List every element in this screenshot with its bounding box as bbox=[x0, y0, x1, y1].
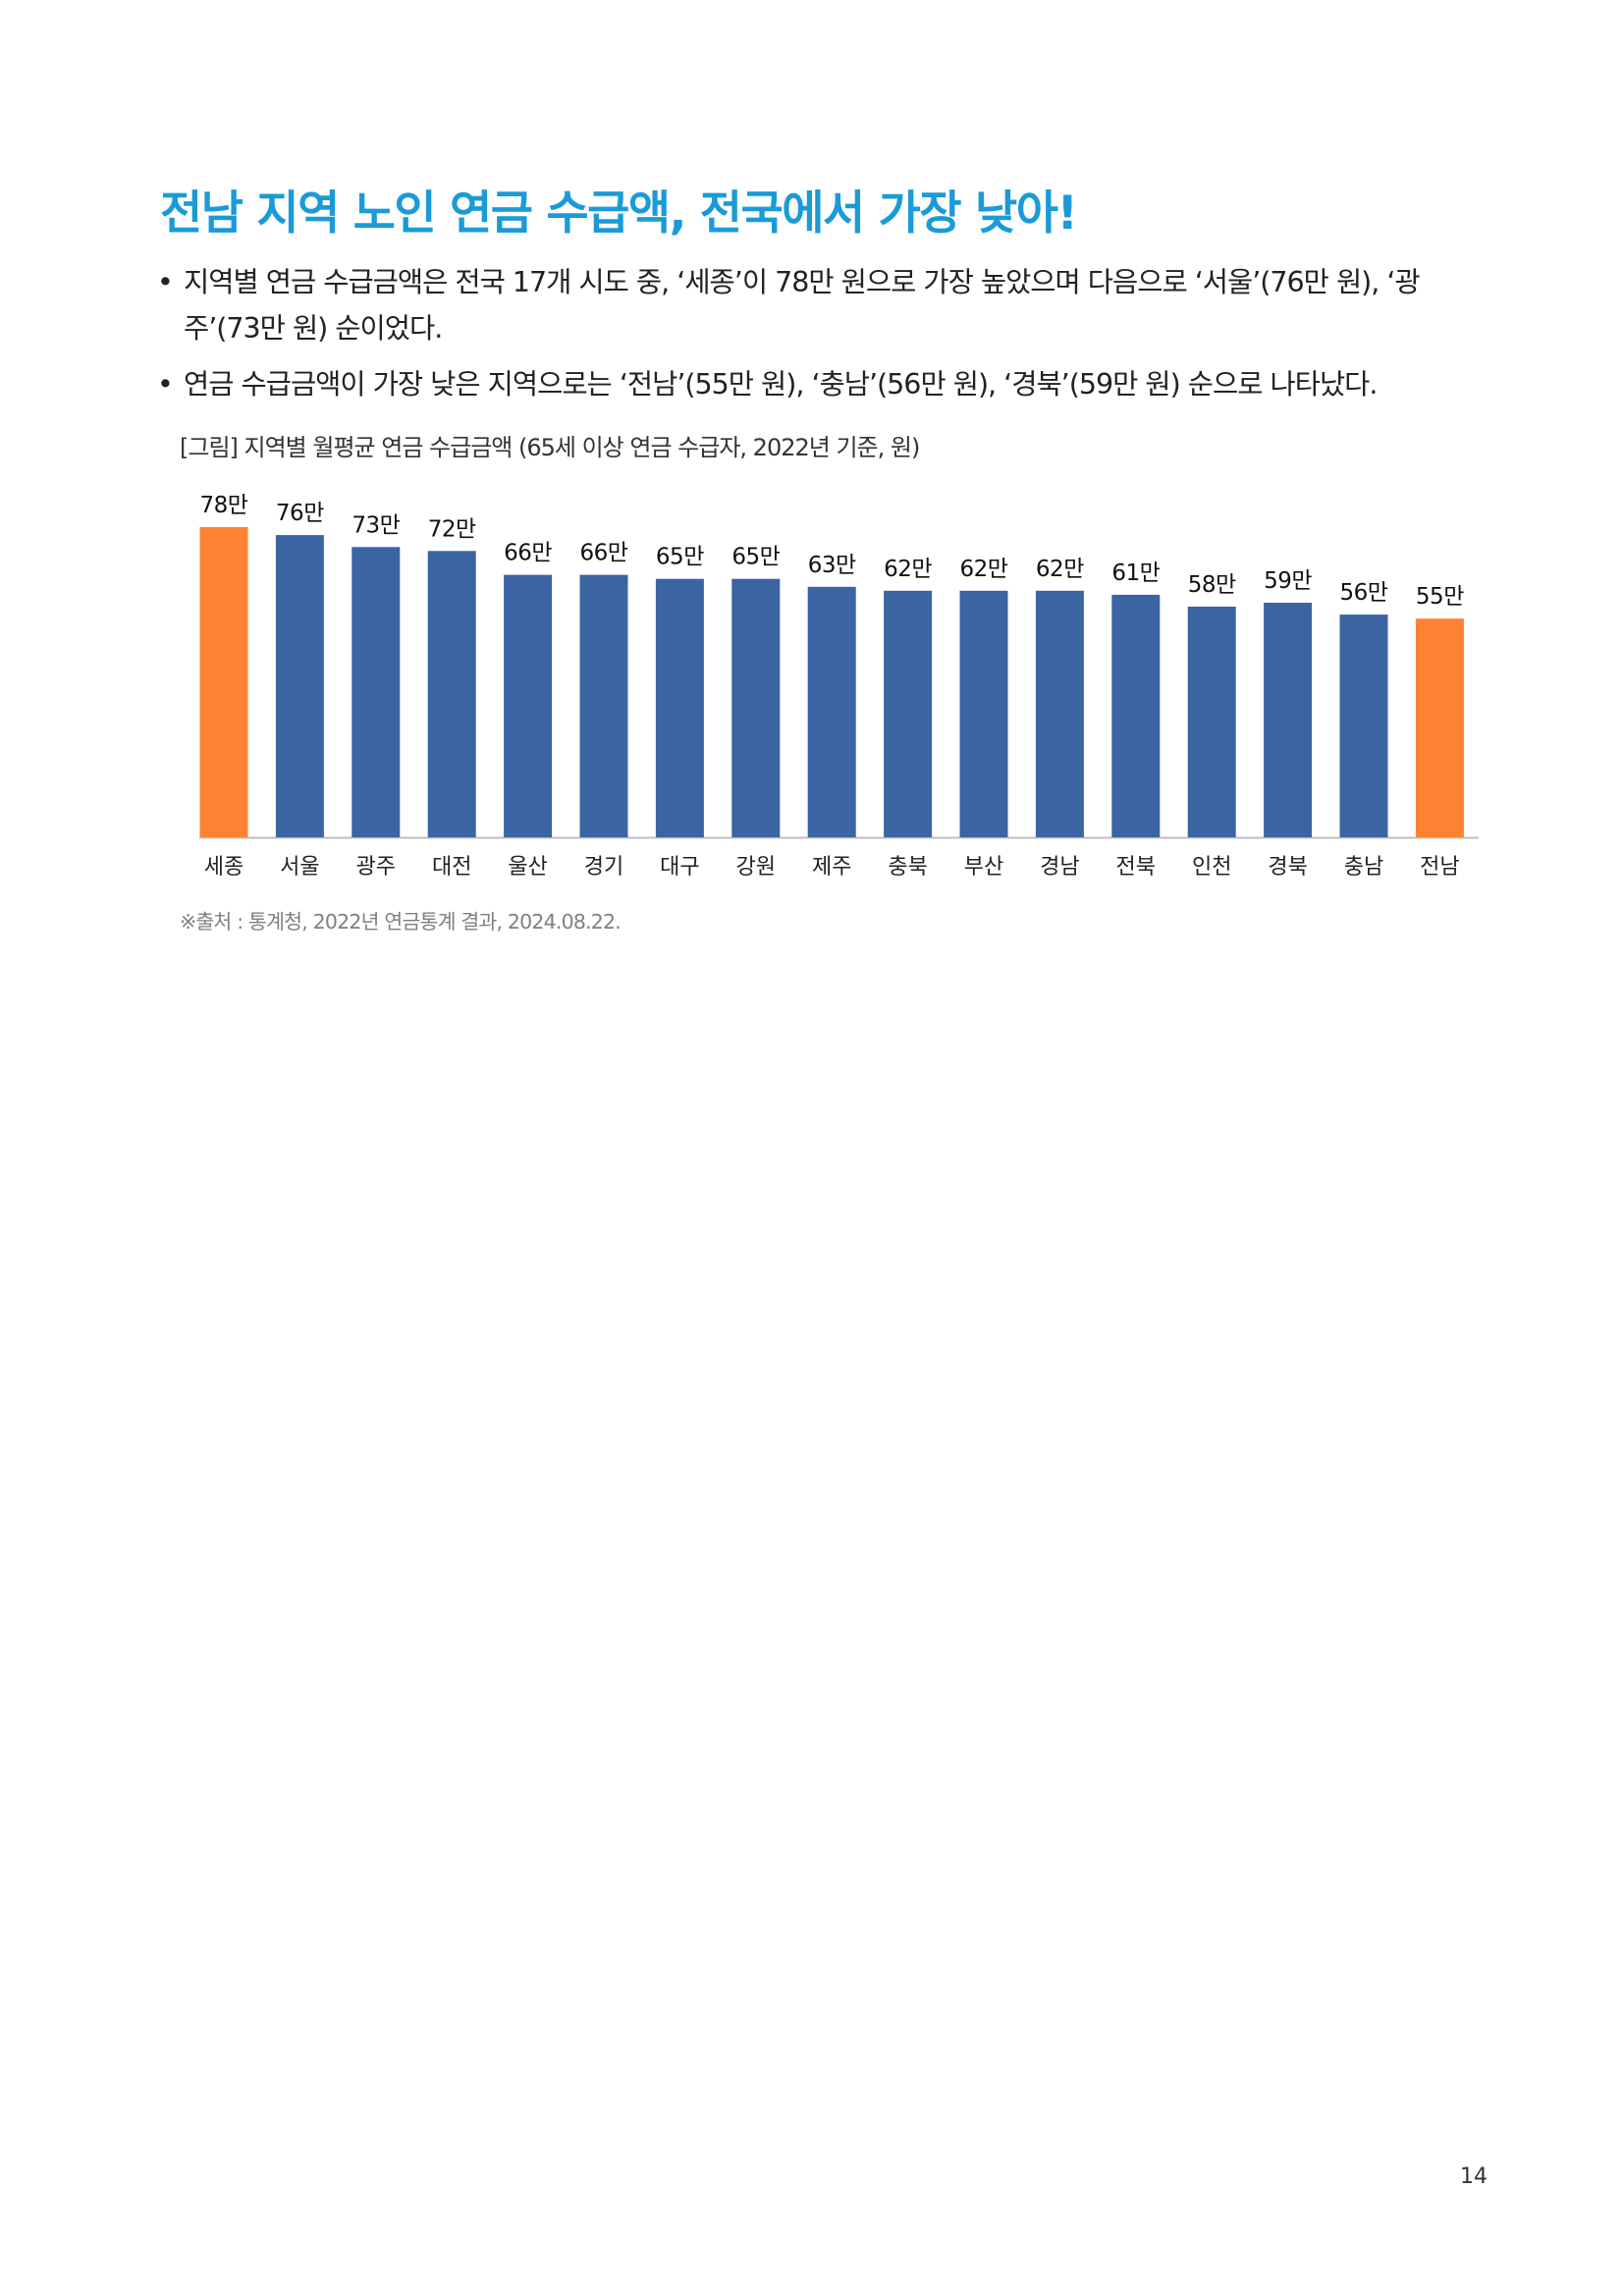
data-label: 65만 bbox=[731, 545, 780, 570]
data-label: 76만 bbox=[276, 501, 324, 526]
data-label: 66만 bbox=[580, 541, 628, 566]
bullet-text: 연금 수급금액이 가장 낮은 지역으로는 ‘전남’(55만 원), ‘충남’(5… bbox=[184, 368, 1378, 400]
x-tick-label: 경기 bbox=[584, 855, 623, 880]
x-tick-label: 울산 bbox=[508, 855, 547, 880]
bar bbox=[1415, 618, 1464, 837]
data-label: 78만 bbox=[200, 493, 248, 518]
x-tick-label: 부산 bbox=[964, 855, 1003, 880]
bullet-item: • 지역별 연금 수급금액은 전국 17개 시도 중, ‘세종’이 78만 원으… bbox=[157, 259, 1483, 351]
data-label: 63만 bbox=[808, 553, 856, 578]
bar bbox=[655, 578, 704, 837]
bar bbox=[352, 547, 401, 837]
bar bbox=[275, 535, 324, 837]
bar bbox=[1339, 614, 1388, 837]
bar bbox=[427, 551, 476, 837]
x-tick-label: 대구 bbox=[660, 855, 699, 880]
data-label: 62만 bbox=[960, 557, 1008, 582]
x-tick-label: 경남 bbox=[1040, 855, 1079, 880]
page-title: 전남 지역 노인 연금 수급액, 전국에서 가장 낮아! bbox=[160, 187, 1078, 240]
x-tick-label: 경북 bbox=[1268, 855, 1307, 880]
bar bbox=[884, 590, 933, 837]
data-label: 65만 bbox=[656, 545, 704, 570]
bar bbox=[959, 590, 1008, 837]
bar bbox=[1187, 607, 1236, 837]
bullet-text: 지역별 연금 수급금액은 전국 17개 시도 중, ‘세종’이 78만 원으로 … bbox=[184, 266, 1421, 345]
bar bbox=[807, 586, 856, 837]
x-tick-label: 전북 bbox=[1116, 855, 1156, 880]
data-label: 62만 bbox=[1036, 557, 1084, 582]
bullet-dot: • bbox=[157, 266, 174, 298]
data-label: 62만 bbox=[884, 557, 932, 582]
bar bbox=[579, 574, 628, 837]
data-label: 56만 bbox=[1340, 580, 1388, 606]
x-tick-label: 대전 bbox=[432, 855, 471, 880]
bar bbox=[1111, 594, 1161, 837]
data-label: 58만 bbox=[1188, 572, 1236, 598]
data-label: 66만 bbox=[504, 541, 552, 566]
x-tick-label: 서울 bbox=[280, 855, 319, 880]
bullet-list: • 지역별 연금 수급금액은 전국 17개 시도 중, ‘세종’이 78만 원으… bbox=[157, 259, 1483, 417]
bullet-item: • 연금 수급금액이 가장 낮은 지역으로는 ‘전남’(55만 원), ‘충남’… bbox=[157, 361, 1483, 407]
x-tick-label: 충북 bbox=[888, 855, 927, 880]
x-tick-label: 제주 bbox=[812, 855, 851, 880]
x-tick-label: 강원 bbox=[736, 855, 776, 880]
x-tick-label: 전남 bbox=[1420, 855, 1459, 880]
figure-caption: [그림] 지역별 월평균 연금 수급금액 (65세 이상 연금 수급자, 202… bbox=[180, 434, 920, 461]
bar bbox=[731, 578, 781, 837]
source-note: ※출처 : 통계청, 2022년 연금통계 결과, 2024.08.22. bbox=[180, 910, 622, 934]
bar bbox=[199, 527, 248, 837]
data-label: 61만 bbox=[1111, 561, 1160, 586]
data-label: 72만 bbox=[428, 516, 476, 542]
x-tick-label: 세종 bbox=[204, 855, 243, 880]
bar bbox=[1035, 590, 1084, 837]
x-tick-label: 충남 bbox=[1344, 855, 1383, 880]
bullet-dot: • bbox=[157, 368, 174, 400]
x-tick-label: 인천 bbox=[1192, 855, 1231, 880]
page-number: 14 bbox=[1460, 2164, 1488, 2189]
data-label: 73만 bbox=[352, 512, 400, 538]
data-label: 55만 bbox=[1416, 584, 1464, 610]
x-tick-label: 광주 bbox=[356, 855, 396, 880]
bar bbox=[504, 574, 553, 837]
data-label: 59만 bbox=[1264, 568, 1312, 594]
bar bbox=[1264, 603, 1313, 837]
